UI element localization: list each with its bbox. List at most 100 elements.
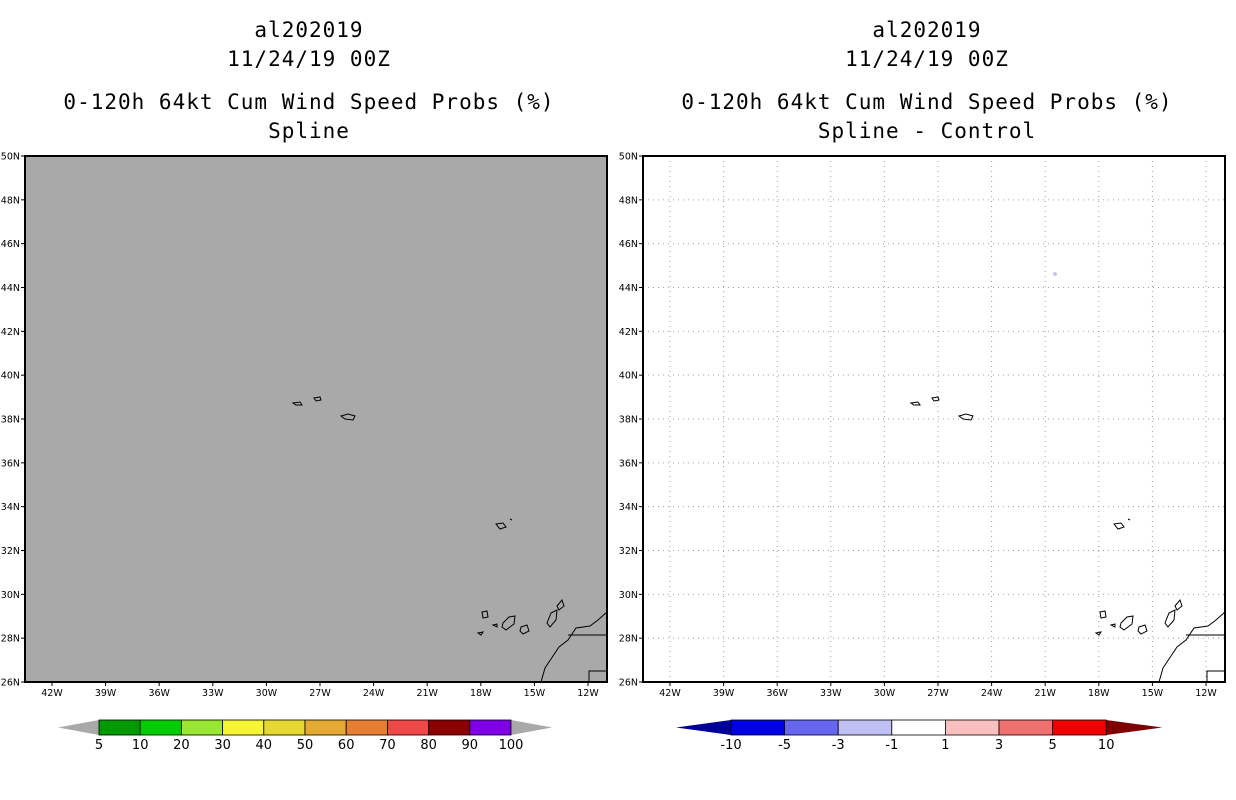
colorbar-label: 40 [256,738,273,753]
lon-label: 21W [416,688,438,699]
right-panel: al202019 11/24/19 00Z 0-120h 64kt Cum Wi… [618,0,1236,800]
lat-label: 38N [619,415,638,426]
lat-label: 32N [619,546,638,557]
colorbar-label: 100 [499,738,524,753]
island-outline [556,598,565,611]
colorbar-box [345,719,388,736]
colorbar-box [1052,719,1107,736]
product-title: 0-120h 64kt Cum Wind Speed Probs (%) [681,90,1173,114]
lon-label: 18W [470,688,492,699]
african-coastline [1158,611,1226,683]
colorbar-label: 50 [297,738,314,753]
colorbar-box [98,719,141,736]
colorbar-label: 10 [1098,738,1115,753]
colorbar-box [263,719,306,736]
colorbar-low-triangle [58,720,99,735]
colorbar-box [944,719,1000,736]
lat-label: 44N [619,283,638,294]
probability-map: 50N 48N 46N 44N 42N 40N 38N 36N 34N 32N 30N 28N 26N 4… [1,152,608,699]
lon-label: 39W [713,688,735,699]
island-outline [501,615,516,631]
lat-label: 42N [619,327,638,338]
colorbar-label: 70 [379,738,396,753]
lat-label: 26N [619,678,638,689]
colorbar-label: 5 [1048,738,1056,753]
storm-id: al202019 [872,18,982,42]
colorbar-box [891,719,946,736]
lon-label: 12W [577,688,599,699]
lat-label: 38N [1,415,20,426]
colorbar-box [222,719,265,736]
colorbar-label: 5 [95,738,103,753]
colorbar-label: -10 [720,738,741,753]
difference-speck [1053,272,1057,276]
country-border [1206,670,1225,682]
colorbar-box [180,719,223,736]
colorbar-box [730,719,785,736]
lat-label: 48N [1,195,20,206]
lat-label: 30N [619,590,638,601]
colorbar-label: 1 [941,738,949,753]
datetime: 11/24/19 00Z [845,47,1009,71]
map-field [25,156,607,682]
lon-label: 30W [256,688,278,699]
map-frame [642,155,1226,683]
lat-label: 26N [1,678,20,689]
lon-label: 18W [1088,688,1110,699]
island-outline [1164,609,1176,628]
colorbar-box [998,719,1053,736]
lon-label: 12W [1195,688,1217,699]
island-outline [519,624,530,635]
island-outline [339,413,356,421]
lat-label: 46N [1,239,20,250]
lat-label: 34N [1,502,20,513]
island-outline [909,401,921,406]
african-coastline [540,611,608,683]
lon-label: 24W [981,688,1003,699]
colorbar-box [837,719,893,736]
island-outline [491,623,498,628]
island-outline [481,610,489,619]
colorbar-box [386,719,429,736]
country-border [588,670,607,682]
difference-colorbar: -10 -5 -3 -1 1 3 5 10 [676,719,1163,753]
lon-label: 27W [309,688,331,699]
lat-label: 28N [619,634,638,645]
colorbar-label: 60 [338,738,355,753]
lat-label: 28N [1,634,20,645]
island-outline [546,609,558,628]
colorbar-high-triangle [1106,720,1163,735]
island-outline [1094,631,1103,636]
storm-id: al202019 [254,18,364,42]
lon-label: 42W [659,688,681,699]
island-outline [1119,615,1134,631]
datetime: 11/24/19 00Z [227,47,391,71]
colorbar-label: -3 [832,738,845,753]
island-outline [1099,610,1107,619]
lon-label: 36W [766,688,788,699]
lon-label: 15W [1142,688,1164,699]
lat-label: 36N [1,458,20,469]
island-outline [1137,624,1148,635]
colorbar-box [469,719,512,736]
lon-label: 42W [41,688,63,699]
colorbar-label: 80 [420,738,437,753]
colorbar-label: 10 [132,738,149,753]
island-outline [931,396,940,402]
lon-label: 36W [148,688,170,699]
lat-label: 48N [619,195,638,206]
island-outline [291,401,303,406]
lon-label: 24W [363,688,385,699]
lat-label: 34N [619,502,638,513]
lat-label: 40N [619,371,638,382]
colorbar-high-triangle [511,720,552,735]
island-outline [1113,522,1125,530]
map-frame [24,155,608,683]
island-outline [495,522,507,530]
colorbar-label: 20 [173,738,190,753]
lat-label: 44N [1,283,20,294]
colorbar-box [304,719,347,736]
lon-label: 33W [820,688,842,699]
colorbar-label: -5 [778,738,791,753]
island-outline [957,413,974,421]
